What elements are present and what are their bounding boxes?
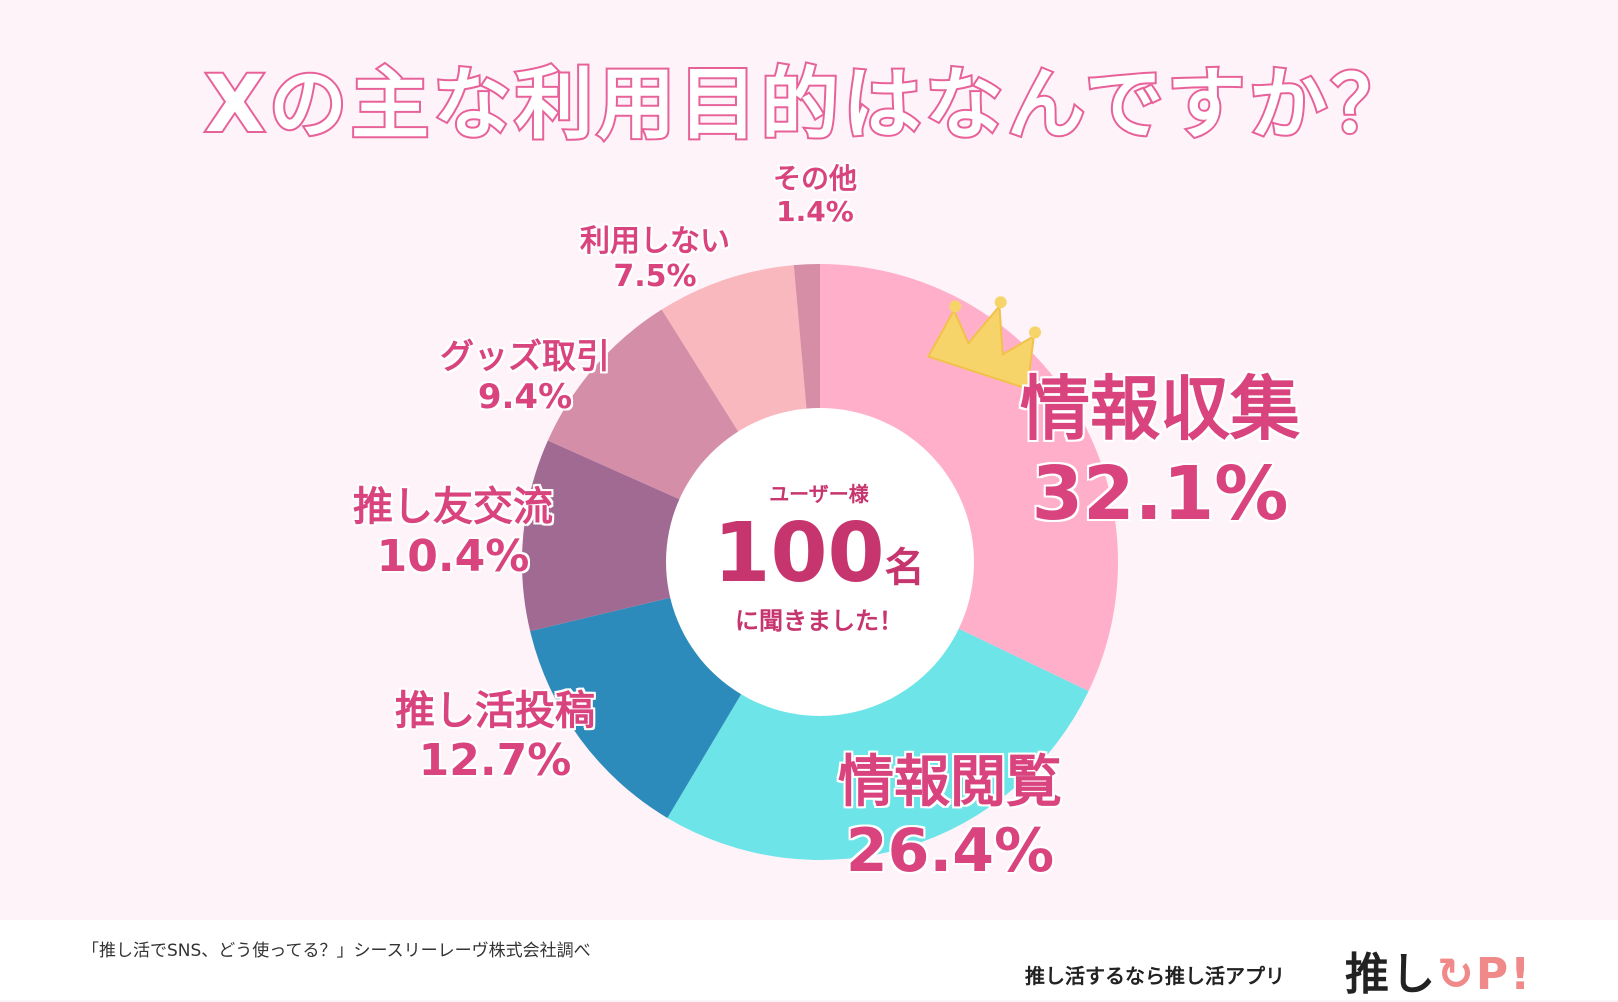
label-info-view-value: 26.4%: [845, 816, 1055, 887]
center-unit: 名: [884, 545, 925, 591]
brand-logo-main: 推し: [1345, 949, 1437, 1000]
center-count: 100: [713, 506, 885, 601]
center-footer: に聞きました！: [735, 607, 903, 635]
brand-logo: 推し↻P!: [1345, 938, 1532, 1002]
center-summary: ユーザー様 100名 に聞きました！: [689, 478, 949, 636]
label-info-collect-value: 32.1%: [1031, 450, 1289, 537]
label-post: 推し活投稿 12.7%: [380, 688, 610, 787]
label-none: 利用しない 7.5%: [560, 224, 750, 295]
label-other-value: 1.4%: [776, 195, 854, 229]
label-goods: グッズ取引 9.4%: [420, 337, 630, 417]
label-goods-value: 9.4%: [477, 377, 573, 418]
center-subtitle: ユーザー様: [769, 482, 869, 506]
label-info-view: 情報閲覧 26.4%: [820, 750, 1080, 887]
label-post-name: 推し活投稿: [395, 688, 595, 734]
crown-icon: [926, 296, 1042, 391]
page-title: Xの主な利用目的はなんですか？: [203, 58, 1414, 152]
donut-hole: [666, 408, 974, 716]
label-friends-value: 10.4%: [376, 531, 530, 583]
label-post-value: 12.7%: [418, 735, 572, 787]
brand-tagline: 推し活するなら推し活アプリ: [1025, 964, 1285, 988]
label-goods-name: グッズ取引: [440, 337, 610, 377]
center-count-row: 100名: [689, 513, 949, 595]
brand-logo-accent: ↻P!: [1437, 949, 1533, 1000]
source-note: 「推し活でSNS、どう使ってる？」シースリーレーヴ株式会社調べ: [82, 941, 591, 961]
label-none-name: 利用しない: [580, 224, 730, 259]
label-info-collect-name: 情報収集: [1020, 368, 1300, 450]
slice-1: [667, 562, 1089, 861]
label-friends-name: 推し友交流: [353, 484, 553, 530]
label-info-view-name: 情報閲覧: [838, 750, 1062, 815]
label-none-value: 7.5%: [613, 259, 697, 295]
label-other: その他 1.4%: [750, 162, 880, 228]
footer-bar: 「推し活でSNS、どう使ってる？」シースリーレーヴ株式会社調べ 推し活するなら推…: [0, 920, 1618, 1000]
label-info-collect: 情報収集 32.1%: [995, 368, 1325, 538]
label-friends: 推し友交流 10.4%: [338, 484, 568, 583]
label-other-name: その他: [772, 162, 857, 195]
